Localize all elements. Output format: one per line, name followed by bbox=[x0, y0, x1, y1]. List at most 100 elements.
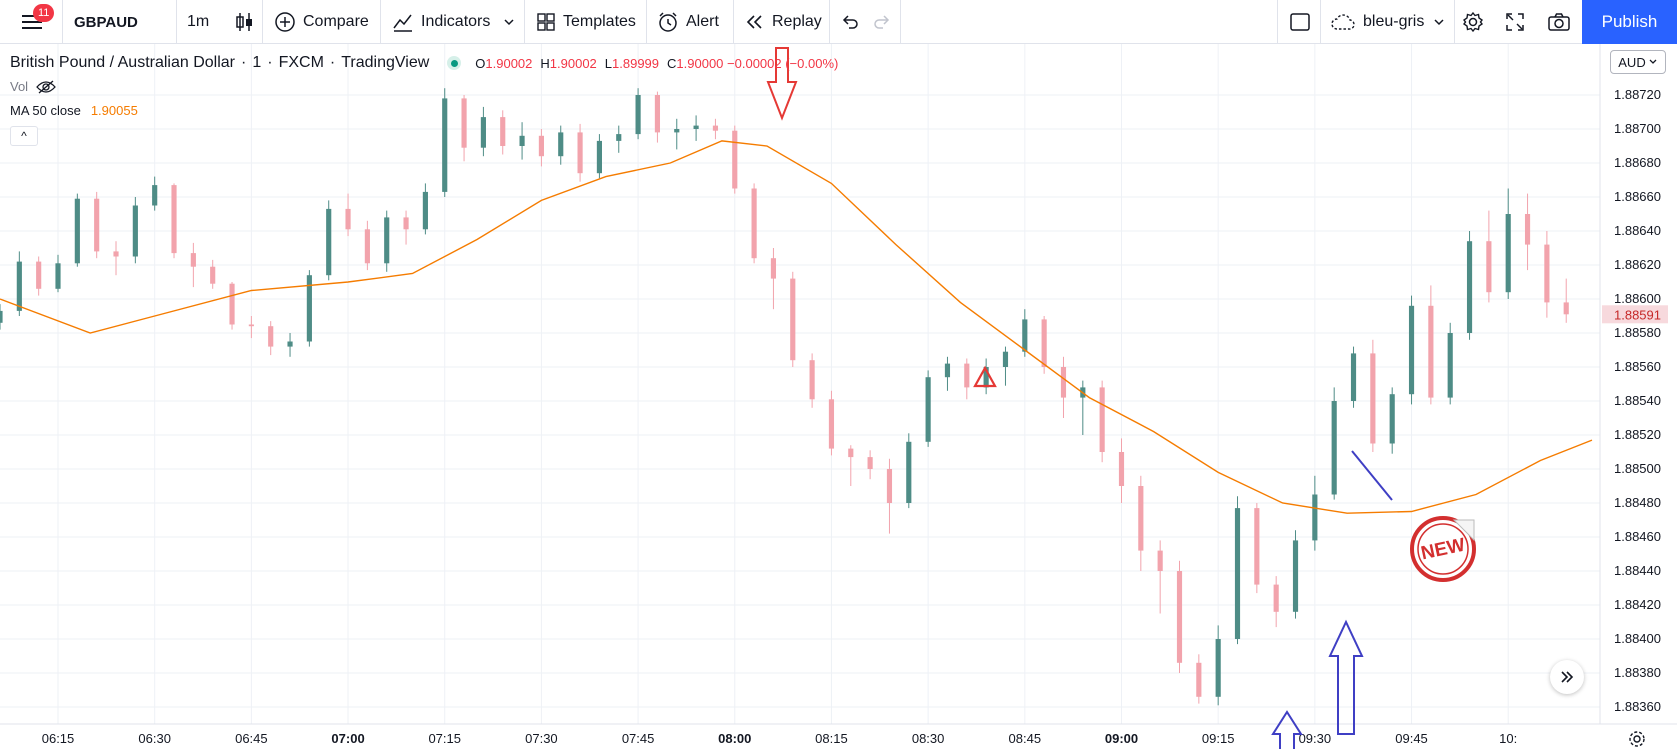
notification-badge: 11 bbox=[33, 4, 55, 22]
chart-legend: British Pound / Australian Dollar · 1 · … bbox=[10, 54, 838, 72]
candle bbox=[1389, 387, 1395, 454]
main-menu-button[interactable] bbox=[10, 0, 54, 44]
candle bbox=[1350, 346, 1357, 408]
candle-body bbox=[1428, 305, 1434, 398]
templates-button[interactable]: Templates bbox=[536, 0, 636, 44]
candle-body bbox=[1254, 508, 1260, 585]
candle-body bbox=[770, 258, 777, 279]
candle-body bbox=[674, 129, 680, 133]
candle-body bbox=[1466, 241, 1473, 333]
candle-body bbox=[1273, 584, 1279, 612]
candle bbox=[1466, 231, 1473, 340]
collapse-legend-button[interactable]: ^ bbox=[10, 126, 38, 146]
candle-body bbox=[1060, 367, 1067, 398]
candle bbox=[1254, 503, 1260, 594]
candle-body bbox=[925, 377, 931, 442]
candle bbox=[1196, 654, 1202, 704]
alert-button[interactable]: Alert bbox=[657, 0, 719, 44]
candle bbox=[422, 183, 428, 235]
candle bbox=[403, 210, 409, 245]
candle-body bbox=[1196, 662, 1202, 697]
chevron-down-icon bbox=[504, 19, 514, 26]
eye-hidden-icon[interactable] bbox=[36, 80, 56, 94]
chevron-down-icon bbox=[1434, 19, 1444, 26]
candle-body bbox=[848, 448, 854, 458]
candle bbox=[596, 134, 602, 179]
redo-button[interactable] bbox=[872, 0, 892, 44]
candle bbox=[751, 183, 757, 264]
price-label: 1.88440 bbox=[1614, 563, 1661, 578]
market-status-icon[interactable] bbox=[447, 56, 462, 70]
candle-body bbox=[1331, 401, 1337, 495]
candle bbox=[306, 270, 312, 347]
time-label: 08:45 bbox=[1009, 731, 1042, 746]
candle-body bbox=[577, 132, 583, 174]
interval-button[interactable]: 1m bbox=[187, 0, 209, 44]
chart-type-button[interactable] bbox=[233, 0, 255, 44]
candle bbox=[1060, 356, 1067, 418]
low-key: L bbox=[604, 55, 613, 71]
price-label: 1.88720 bbox=[1614, 87, 1661, 102]
candle-body bbox=[1544, 244, 1550, 303]
chevron-down-icon bbox=[1649, 59, 1657, 64]
price-label: 1.88580 bbox=[1614, 325, 1661, 340]
candle bbox=[1002, 346, 1009, 386]
select-layout-button[interactable] bbox=[1289, 0, 1311, 44]
candle-body bbox=[635, 95, 641, 135]
ma-50-line bbox=[0, 140, 1593, 514]
candle bbox=[577, 123, 583, 182]
candle bbox=[171, 183, 177, 259]
price-axis[interactable]: 1.88720 1.88700 1.88680 1.88660 1.88640 1.886… bbox=[1599, 44, 1677, 756]
indicators-button[interactable]: Indicators bbox=[392, 0, 490, 44]
price-chart[interactable]: 1.88720 1.88700 1.88680 1.88660 1.88640 1.886… bbox=[0, 44, 1677, 756]
candle bbox=[500, 110, 506, 155]
last-price-label: 1.88591 bbox=[1614, 307, 1661, 322]
candle-body bbox=[944, 363, 951, 378]
candle-body bbox=[751, 188, 757, 259]
snapshot-button[interactable] bbox=[1547, 0, 1571, 44]
legend-dot: · bbox=[329, 54, 336, 71]
camera-icon bbox=[1548, 13, 1570, 31]
candle-body bbox=[1157, 550, 1163, 571]
price-label: 1.88380 bbox=[1614, 665, 1661, 680]
redo-icon bbox=[874, 15, 890, 29]
candle-body bbox=[384, 217, 390, 264]
time-label: 06:15 bbox=[42, 731, 75, 746]
fullscreen-button[interactable] bbox=[1505, 0, 1525, 44]
ma-legend[interactable]: MA 50 close 1.90055 bbox=[10, 103, 138, 118]
save-layout-button[interactable]: bleu-gris bbox=[1330, 0, 1424, 44]
replay-button[interactable]: Replay bbox=[745, 0, 822, 44]
candle-body bbox=[403, 217, 409, 230]
candle-body bbox=[287, 341, 293, 347]
layout-dropdown-button[interactable] bbox=[1433, 0, 1445, 44]
candle bbox=[654, 91, 661, 143]
expand-icon bbox=[1506, 13, 1524, 31]
time-label: 08:30 bbox=[912, 731, 945, 746]
currency-selector[interactable]: AUD bbox=[1610, 50, 1666, 74]
candle-body bbox=[790, 278, 796, 361]
blue-up-arrow-left bbox=[1271, 710, 1303, 749]
settings-button[interactable] bbox=[1462, 0, 1484, 44]
candle bbox=[1447, 322, 1453, 405]
candle bbox=[94, 191, 100, 259]
undo-button[interactable] bbox=[840, 0, 860, 44]
axis-settings-gear-icon[interactable] bbox=[1629, 731, 1645, 747]
publish-button[interactable]: Publish bbox=[1582, 0, 1677, 44]
candle bbox=[925, 370, 931, 447]
square-icon bbox=[1290, 13, 1310, 31]
time-axis[interactable]: 06:15 06:30 06:45 07:00 07:15 07:30 07:45 08:00… bbox=[0, 723, 1677, 756]
volume-legend[interactable]: Vol bbox=[10, 79, 56, 94]
compare-button[interactable]: Compare bbox=[274, 0, 369, 44]
instrument-name[interactable]: British Pound / Australian Dollar bbox=[10, 54, 235, 71]
candle-body bbox=[519, 135, 525, 146]
close-value: 1.90000 bbox=[676, 55, 724, 71]
candle bbox=[229, 282, 235, 330]
candle bbox=[1428, 285, 1434, 405]
time-axis-bg bbox=[0, 724, 1677, 756]
indicators-dropdown-button[interactable] bbox=[503, 0, 515, 44]
scroll-to-realtime-button[interactable] bbox=[1550, 660, 1584, 694]
symbol-search-button[interactable]: GBPAUD bbox=[74, 0, 138, 44]
candle-body bbox=[1118, 452, 1125, 486]
hamburger-icon bbox=[22, 15, 42, 29]
candle bbox=[519, 122, 525, 160]
